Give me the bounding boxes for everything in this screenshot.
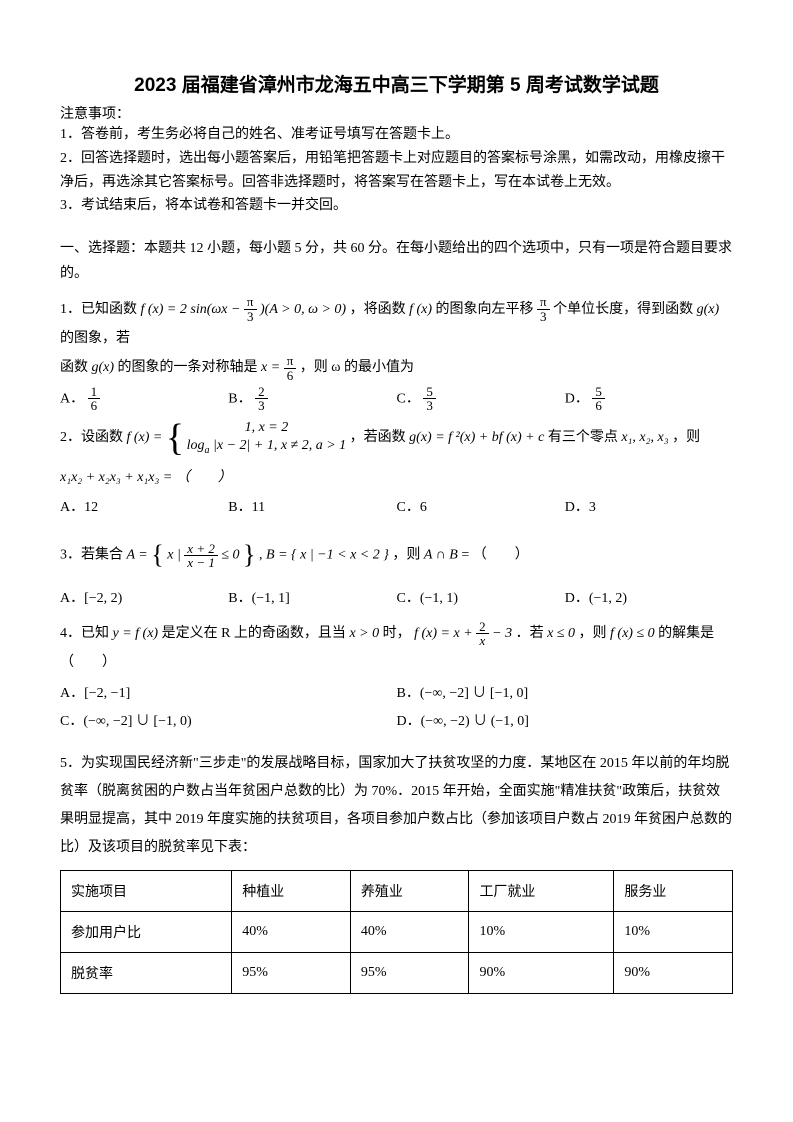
q2-tail: 有三个零点: [548, 430, 622, 445]
table-header: 实施项目: [61, 870, 232, 911]
choice-d: D．(−1, 2): [565, 585, 733, 613]
choice-a: A．12: [60, 494, 228, 522]
fraction: 2 x: [476, 620, 489, 648]
q3-choices: A．[−2, 2) B．(−1, 1] C．(−1, 1) D．(−1, 2): [60, 585, 733, 613]
question-1: 1．已知函数 f (x) = 2 sin(ωx − π 3 )(A > 0, ω…: [60, 295, 733, 383]
q5-table: 实施项目 种植业 养殖业 工厂就业 服务业 参加用户比 40% 40% 10% …: [60, 870, 733, 994]
choice-d: D．3: [565, 494, 733, 522]
notice-item: 3．考试结束后，将本试卷和答题卡一并交回。: [60, 194, 733, 218]
table-row: 脱贫率 95% 95% 90% 90%: [61, 952, 733, 993]
right-brace-icon: }: [243, 540, 255, 569]
q1-mid: ，将函数: [350, 302, 410, 317]
question-3: 3．若集合 A = { x | x + 2 x − 1 ≤ 0 } , B = …: [60, 528, 733, 583]
table-cell: 参加用户比: [61, 911, 232, 952]
left-brace-icon: {: [151, 540, 163, 569]
table-cell: 95%: [350, 952, 469, 993]
q1-choices: A． 16 B． 23 C． 53 D． 56: [60, 385, 733, 413]
fraction: π 3: [244, 295, 257, 323]
q2-pre: 2．设函数: [60, 430, 127, 445]
q2-mid: ，若函数: [350, 430, 410, 445]
notice-heading: 注意事项：: [60, 103, 733, 123]
table-cell: 90%: [614, 952, 733, 993]
q4-choices: A．[−2, −1] B．(−∞, −2] ∪ [−1, 0] C．(−∞, −…: [60, 680, 733, 736]
choice-c: C．(−1, 1): [397, 585, 565, 613]
fraction: x + 2 x − 1: [184, 542, 218, 570]
exam-page: 2023 届福建省漳州市龙海五中高三下学期第 5 周考试数学试题 注意事项： 1…: [0, 0, 793, 1122]
page-title: 2023 届福建省漳州市龙海五中高三下学期第 5 周考试数学试题: [60, 70, 733, 97]
choice-b: B．11: [228, 494, 396, 522]
q1-fx: f (x) = 2 sin(ωx −: [141, 302, 244, 317]
table-cell: 90%: [469, 952, 614, 993]
question-4: 4．已知 y = f (x) 是定义在 R 上的奇函数，且当 x > 0 时， …: [60, 619, 733, 678]
q1-line2: ，则 ω 的最小值为: [300, 360, 414, 375]
fraction: 56: [592, 385, 605, 413]
piecewise: 1, x = 2 loga |x − 2| + 1, x ≠ 2, a > 1: [187, 419, 347, 457]
section-heading: 一、选择题：本题共 12 小题，每小题 5 分，共 60 分。在每小题给出的四个…: [60, 236, 733, 286]
q1-cond: )(A > 0, ω > 0): [260, 302, 346, 317]
q1-text: 1．已知函数: [60, 302, 141, 317]
fraction: π 6: [284, 354, 297, 382]
choice-d: D． 56: [565, 385, 733, 413]
choice-c: C．6: [397, 494, 565, 522]
table-cell: 95%: [232, 952, 351, 993]
q1-gx: g(x): [697, 302, 720, 317]
table-cell: 脱贫率: [61, 952, 232, 993]
choice-c: C．(−∞, −2] ∪ [−1, 0): [60, 708, 397, 736]
table-cell: 40%: [350, 911, 469, 952]
choice-d: D．(−∞, −2) ∪ (−1, 0]: [397, 708, 734, 736]
q2-expr: x₁x₂ + x₂x₃ + x₁x₃ = （ ）: [60, 463, 733, 492]
table-cell: 10%: [614, 911, 733, 952]
fraction: 16: [88, 385, 101, 413]
choice-a: A．[−2, −1]: [60, 680, 397, 708]
left-brace-icon: {: [166, 419, 184, 457]
table-header: 服务业: [614, 870, 733, 911]
q1-gx2: g(x): [92, 360, 115, 375]
q2-fx: f (x) =: [127, 430, 166, 445]
q1-xeq: x =: [261, 360, 284, 375]
table-row: 实施项目 种植业 养殖业 工厂就业 服务业: [61, 870, 733, 911]
table-header: 种植业: [232, 870, 351, 911]
choice-c: C． 53: [397, 385, 565, 413]
choice-b: B．(−∞, −2] ∪ [−1, 0]: [397, 680, 734, 708]
q1-mid: 的图象，若: [60, 331, 130, 346]
choice-b: B．(−1, 1]: [228, 585, 396, 613]
choice-b: B． 23: [228, 385, 396, 413]
q2-choices: A．12 B．11 C．6 D．3: [60, 494, 733, 522]
table-cell: 40%: [232, 911, 351, 952]
question-5: 5．为实现国民经济新"三步走"的发展战略目标，国家加大了扶贫攻坚的力度．某地区在…: [60, 750, 733, 862]
q1-mid: 个单位长度，得到函数: [553, 302, 697, 317]
q1-line2: 函数: [60, 360, 92, 375]
q2-tail2: ，则: [672, 430, 700, 445]
q2-gx: g(x) = f ²(x) + bf (x) + c: [409, 430, 544, 445]
fraction: 23: [255, 385, 268, 413]
question-2: 2．设函数 f (x) = { 1, x = 2 loga |x − 2| + …: [60, 419, 733, 457]
q1-line2: 的图象的一条对称轴是: [118, 360, 262, 375]
q1-fx2: f (x): [409, 302, 432, 317]
notice-item: 1．答卷前，考生务必将自己的姓名、准考证号填写在答题卡上。: [60, 123, 733, 147]
table-cell: 10%: [469, 911, 614, 952]
q1-mid: 的图象向左平移: [436, 302, 538, 317]
fraction: π 3: [537, 295, 550, 323]
choice-a: A． 16: [60, 385, 228, 413]
table-header: 工厂就业: [469, 870, 614, 911]
choice-a: A．[−2, 2): [60, 585, 228, 613]
table-header: 养殖业: [350, 870, 469, 911]
fraction: 53: [423, 385, 436, 413]
table-row: 参加用户比 40% 40% 10% 10%: [61, 911, 733, 952]
notice-item: 2．回答选择题时，选出每小题答案后，用铅笔把答题卡上对应题目的答案标号涂黑，如需…: [60, 147, 733, 195]
